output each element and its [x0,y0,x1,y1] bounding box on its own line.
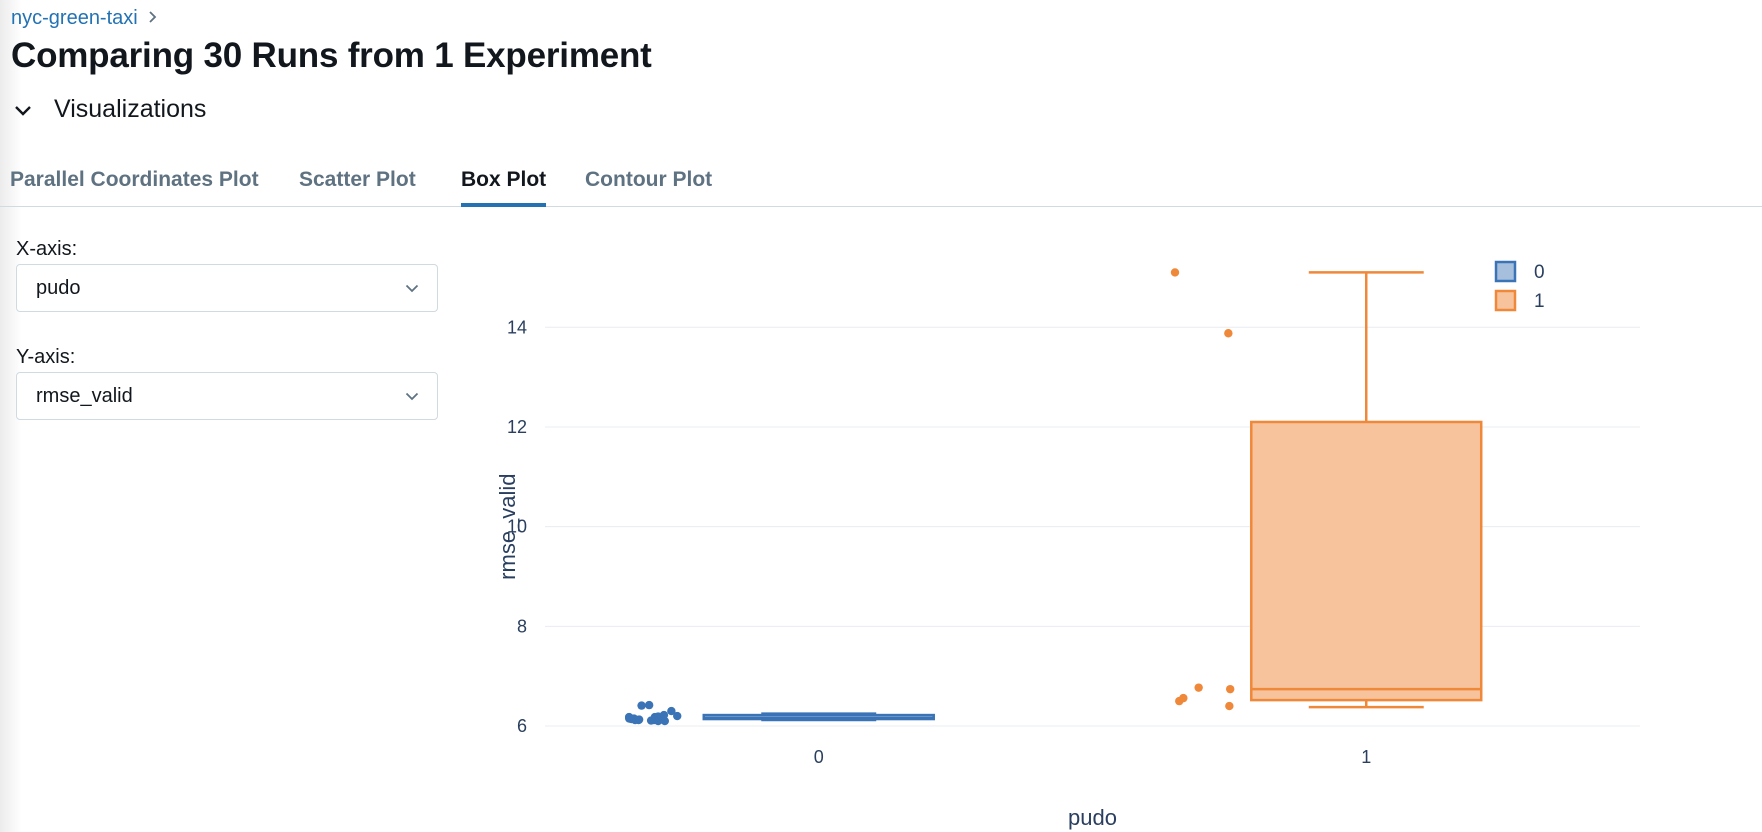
legend-label-0: 0 [1534,262,1545,283]
data-point [1194,683,1203,692]
data-point [1225,684,1235,694]
data-point [1179,693,1188,703]
data-point [644,700,654,710]
section-title: Visualizations [54,94,207,123]
visualization-tabs: Parallel Coordinates Plot Scatter Plot B… [0,160,1762,207]
x-axis-title: pudo [1068,805,1117,830]
y-tick-label: 12 [507,417,527,437]
left-edge-shade [0,0,22,832]
chevron-down-icon [14,95,32,124]
y-axis-title: rmse_valid [495,473,520,579]
y-tick-label: 14 [507,317,527,337]
chevron-down-icon [405,284,419,293]
tab-parallel-coordinates-plot[interactable]: Parallel Coordinates Plot [10,168,259,191]
page-title: Comparing 30 Runs from 1 Experiment [11,36,652,75]
iqr-box [1250,420,1483,702]
chevron-right-icon [148,7,158,30]
data-point [1225,701,1234,711]
data-point [637,701,646,710]
box-series-1 [1170,268,1483,711]
y-axis-label: Y-axis: [16,346,76,368]
legend-label-1: 1 [1534,291,1545,312]
data-point [673,711,682,721]
breadcrumb: nyc-green-taxi [11,6,158,30]
data-point [649,715,658,724]
y-tick-label: 8 [517,616,527,636]
data-point [630,715,640,725]
box-plot-chart: 6 8 10 12 14 0 1 pudo rmse_valid 0 1 [495,260,1640,830]
x-tick-label: 0 [814,747,824,767]
visualizations-section-toggle[interactable]: Visualizations [14,93,206,125]
box-series-0 [624,700,935,726]
x-axis-select-value: pudo [36,276,81,299]
y-tick-label: 10 [507,517,527,537]
data-point [1224,329,1233,338]
x-tick-label: 1 [1361,747,1371,767]
x-axis-label: X-axis: [16,238,78,260]
tab-box-plot[interactable]: Box Plot [461,168,547,207]
y-axis-select-value: rmse_valid [36,384,133,407]
tab-scatter-plot[interactable]: Scatter Plot [299,168,416,191]
data-point [667,706,676,716]
legend-swatch-0 [1494,260,1517,283]
data-point [660,716,670,726]
data-point [1170,268,1180,277]
tab-contour-plot[interactable]: Contour Plot [585,168,713,191]
y-axis-select[interactable]: rmse_valid [16,372,438,420]
chevron-down-icon [405,392,419,401]
legend-swatch-1 [1494,289,1517,312]
y-tick-label: 6 [517,716,527,736]
breadcrumb-experiment-link[interactable]: nyc-green-taxi [11,6,138,29]
x-axis-select[interactable]: pudo [16,264,438,312]
